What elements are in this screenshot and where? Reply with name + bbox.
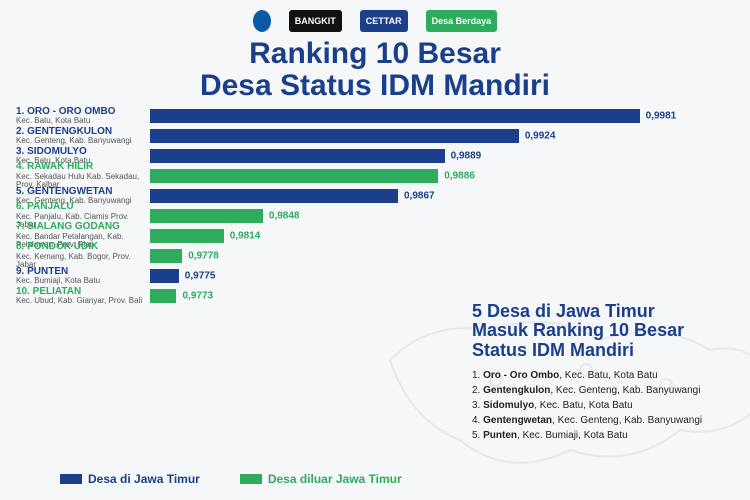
bar: 0,9773 bbox=[150, 289, 176, 303]
bar: 0,9814 bbox=[150, 229, 224, 243]
bar-value: 0,9981 bbox=[646, 111, 677, 122]
legend-swatch bbox=[60, 474, 82, 484]
bar-row-sub: Kec. Genteng, Kab. Banyuwangi bbox=[16, 137, 144, 145]
bar-row-label: 1. ORO - ORO OMBOKec. Batu, Kota Batu bbox=[16, 107, 144, 126]
bar-row: 9. PUNTENKec. Bumiaji, Kota Batu0,9775 bbox=[150, 269, 726, 283]
logo-cettar: CETTAR bbox=[360, 10, 408, 32]
bar-track: 0,9981 bbox=[150, 109, 726, 123]
bar-value: 0,9814 bbox=[230, 231, 261, 242]
bar-row: 3. SIDOMULYOKec. Batu, Kota Batu0,9889 bbox=[150, 149, 726, 163]
bar-value: 0,9778 bbox=[188, 251, 219, 262]
bar: 0,9848 bbox=[150, 209, 263, 223]
bar-row: 5. GENTENGWETANKec. Genteng, Kab. Banyuw… bbox=[150, 189, 726, 203]
logo-desaberdaya: Desa Berdaya bbox=[426, 10, 498, 32]
bar-row: 8. PONDOK UDIKKec. Kemang, Kab. Bogor, P… bbox=[150, 249, 726, 263]
bar-row: 6. PANJALUKec. Panjalu, Kab. Ciamis Prov… bbox=[150, 209, 726, 223]
bar-row-label: 10. PELIATANKec. Ubud, Kab. Gianyar, Pro… bbox=[16, 287, 144, 306]
bar: 0,9778 bbox=[150, 249, 182, 263]
bar-row-sub: Kec. Batu, Kota Batu bbox=[16, 117, 144, 125]
sidebox-title-line: Masuk Ranking 10 Besar bbox=[472, 321, 728, 341]
sidebox-item: 2. Gentengkulon, Kec. Genteng, Kab. Bany… bbox=[472, 384, 728, 397]
bar: 0,9889 bbox=[150, 149, 445, 163]
logo-bangkit: BANGKIT bbox=[289, 10, 342, 32]
sidebox-title: 5 Desa di Jawa TimurMasuk Ranking 10 Bes… bbox=[472, 302, 728, 361]
bar-value: 0,9773 bbox=[182, 291, 213, 302]
title-line: Desa Status IDM Mandiri bbox=[0, 70, 750, 102]
bar: 0,9775 bbox=[150, 269, 179, 283]
bar-track: 0,9814 bbox=[150, 229, 726, 243]
sidebox-title-line: 5 Desa di Jawa Timur bbox=[472, 302, 728, 322]
bar-track: 0,9924 bbox=[150, 129, 726, 143]
legend-item: Desa diluar Jawa Timur bbox=[240, 472, 402, 486]
legend-swatch bbox=[240, 474, 262, 484]
bar-chart: 1. ORO - ORO OMBOKec. Batu, Kota Batu 0,9… bbox=[0, 109, 750, 303]
title-line: Ranking 10 Besar bbox=[0, 38, 750, 70]
logo-header: BANGKIT CETTAR Desa Berdaya bbox=[0, 0, 750, 36]
page-title: Ranking 10 BesarDesa Status IDM Mandiri bbox=[0, 36, 750, 109]
legend-item: Desa di Jawa Timur bbox=[60, 472, 200, 486]
bar-row-label: 9. PUNTENKec. Bumiaji, Kota Batu bbox=[16, 267, 144, 286]
bar-row-sub: Kec. Bumiaji, Kota Batu bbox=[16, 277, 144, 285]
bar-track: 0,9867 bbox=[150, 189, 726, 203]
bar-row-sub: Kec. Ubud, Kab. Gianyar, Prov. Bali bbox=[16, 297, 144, 305]
sidebox-item: 5. Punten, Kec. Bumiaji, Kota Batu bbox=[472, 429, 728, 442]
bar: 0,9924 bbox=[150, 129, 519, 143]
bar-row: 2. GENTENGKULONKec. Genteng, Kab. Banyuw… bbox=[150, 129, 726, 143]
sidebox-item: 1. Oro - Oro Ombo, Kec. Batu, Kota Batu bbox=[472, 369, 728, 382]
bar-row-label: 2. GENTENGKULONKec. Genteng, Kab. Banyuw… bbox=[16, 127, 144, 146]
bar-row: 1. ORO - ORO OMBOKec. Batu, Kota Batu0,9… bbox=[150, 109, 726, 123]
sidebox-title-line: Status IDM Mandiri bbox=[472, 341, 728, 361]
bar-track: 0,9775 bbox=[150, 269, 726, 283]
bar-row: 7. SIALANG GODANGKec. Bandar Petalangan,… bbox=[150, 229, 726, 243]
logo-jatim-crest bbox=[253, 10, 271, 32]
sidebox-item: 4. Gentengwetan, Kec. Genteng, Kab. Bany… bbox=[472, 414, 728, 427]
bar: 0,9867 bbox=[150, 189, 398, 203]
legend-label: Desa di Jawa Timur bbox=[88, 472, 200, 486]
bar-track: 0,9889 bbox=[150, 149, 726, 163]
legend: Desa di Jawa Timur Desa diluar Jawa Timur bbox=[60, 472, 402, 486]
bar: 0,9981 bbox=[150, 109, 640, 123]
sidebox: 5 Desa di Jawa TimurMasuk Ranking 10 Bes… bbox=[472, 302, 728, 444]
bar-value: 0,9886 bbox=[444, 171, 475, 182]
sidebox-item: 3. Sidomulyo, Kec. Batu, Kota Batu bbox=[472, 399, 728, 412]
bar-value: 0,9848 bbox=[269, 211, 300, 222]
bar-row: 4. RAWAK HILIRKec. Sekadau Hulu Kab. Sek… bbox=[150, 169, 726, 183]
bar-track: 0,9886 bbox=[150, 169, 726, 183]
bar: 0,9886 bbox=[150, 169, 438, 183]
bar-value: 0,9924 bbox=[525, 131, 556, 142]
bar-value: 0,9775 bbox=[185, 271, 216, 282]
legend-label: Desa diluar Jawa Timur bbox=[268, 472, 402, 486]
bar-track: 0,9848 bbox=[150, 209, 726, 223]
bar-track: 0,9778 bbox=[150, 249, 726, 263]
bar-value: 0,9889 bbox=[451, 151, 482, 162]
bar-value: 0,9867 bbox=[404, 191, 435, 202]
